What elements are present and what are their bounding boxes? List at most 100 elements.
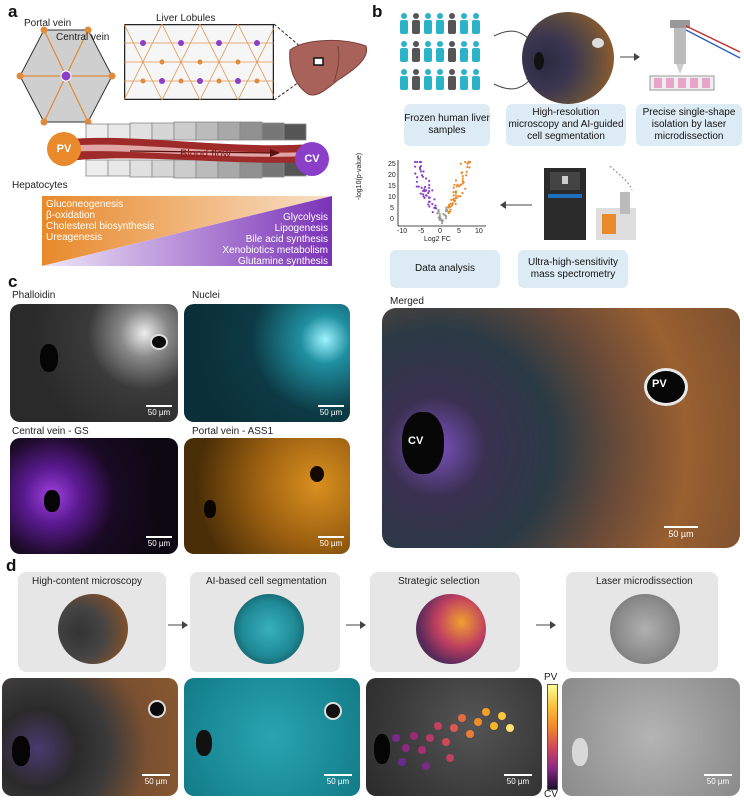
volcano-point xyxy=(459,183,462,186)
volcano-point xyxy=(423,188,426,191)
nuclei-image xyxy=(184,304,350,422)
volcano-point xyxy=(444,217,447,220)
phalloidin-title: Phalloidin xyxy=(12,290,56,301)
volcano-ytick: 0 xyxy=(390,216,394,223)
volcano-point xyxy=(419,160,422,164)
volcano-point xyxy=(418,166,421,169)
volcano-point xyxy=(424,185,427,189)
volcano-point xyxy=(454,179,458,182)
volcano-point xyxy=(424,177,428,180)
scalebar: 50 µm xyxy=(664,526,698,539)
volcano-point xyxy=(454,199,457,202)
phalloidin-image xyxy=(10,304,178,422)
volcano-xlabel: Log2 FC xyxy=(424,236,451,243)
people-icon xyxy=(400,13,480,90)
ass1-title: Portal vein - ASS1 xyxy=(192,426,274,437)
volcano-point xyxy=(420,186,423,189)
cv-lumen xyxy=(402,412,444,474)
volcano-point xyxy=(436,212,439,215)
arrow-b1 xyxy=(620,53,640,61)
central-vein-label: Central vein xyxy=(56,32,110,43)
volcano-point xyxy=(445,206,448,209)
volcano-point xyxy=(454,202,457,205)
volcano-point xyxy=(460,171,463,174)
volcano-point xyxy=(452,191,455,194)
liver-lobules-grid xyxy=(124,24,274,100)
volcano-point xyxy=(433,198,436,201)
panel-label-c: c xyxy=(8,272,18,291)
tissue-section-circle xyxy=(522,12,614,104)
step-box-frozen: Frozen human liver samples xyxy=(404,104,490,146)
liver-lobules-title: Liver Lobules xyxy=(156,13,216,24)
scalebar: 50 µm xyxy=(704,774,732,786)
volcano-point xyxy=(413,160,417,164)
volcano-point xyxy=(427,203,430,206)
volcano-point xyxy=(427,200,431,204)
scalebar-label: 50 µm xyxy=(668,529,694,539)
ass1-image xyxy=(184,438,350,554)
cv-process: Glutamine synthesis xyxy=(237,256,328,267)
volcano-point xyxy=(453,183,456,187)
volcano-point xyxy=(461,177,464,180)
volcano-point xyxy=(433,206,436,209)
scalebar-label: 50 µm xyxy=(319,408,343,417)
volcano-point xyxy=(414,172,417,175)
volcano-point xyxy=(464,160,467,164)
pv-cv-colorbar xyxy=(547,684,558,790)
liver-organ-icon xyxy=(289,39,368,96)
hepatocytes-label: Hepatocytes xyxy=(12,180,68,191)
merged-pv-label: PV xyxy=(652,378,667,390)
volcano-xtick: -5 xyxy=(418,228,425,235)
volcano-xtick: -10 xyxy=(397,228,408,235)
volcano-point xyxy=(454,196,457,200)
volcano-xtick: 10 xyxy=(475,228,483,235)
cv-node-label: CV xyxy=(304,153,320,165)
nuclei-title: Nuclei xyxy=(192,290,220,301)
laser-microdissection-icon xyxy=(649,20,741,91)
scalebar-label: 50 µm xyxy=(144,777,168,786)
volcano-point xyxy=(438,213,441,216)
volcano-point xyxy=(428,205,431,208)
volcano-xtick: 0 xyxy=(438,228,442,235)
volcano-point xyxy=(437,208,440,212)
volcano-point xyxy=(414,165,417,168)
d-image-laser xyxy=(562,678,740,796)
portal-vein-label: Portal vein xyxy=(24,18,72,29)
volcano-point xyxy=(461,175,464,178)
gs-title: Central vein - GS xyxy=(12,426,89,437)
volcano-point xyxy=(461,191,464,195)
volcano-ytick: 10 xyxy=(388,194,396,201)
merged-title: Merged xyxy=(390,296,424,307)
volcano-point xyxy=(422,189,425,192)
merged-image xyxy=(382,308,740,548)
volcano-point xyxy=(455,185,459,188)
step-title-selection: Strategic selection xyxy=(398,576,480,587)
volcano-ylabel: -log10(p-value) xyxy=(356,152,363,200)
scalebar-label: 50 µm xyxy=(506,777,530,786)
scalebar: 50 µm xyxy=(324,774,352,786)
volcano-point xyxy=(454,191,458,195)
pv-node: PV xyxy=(47,132,81,166)
pv-process: β-oxidation xyxy=(46,210,96,221)
volcano-point xyxy=(423,196,426,199)
volcano-point xyxy=(428,186,431,189)
volcano-point xyxy=(454,194,457,197)
scalebar: 50 µm xyxy=(318,405,344,417)
mass-spectrometer-icon xyxy=(544,165,636,240)
volcano-point xyxy=(459,162,462,165)
volcano-point xyxy=(450,198,453,202)
volcano-point xyxy=(431,202,434,206)
volcano-point xyxy=(466,165,469,169)
gs-image xyxy=(10,438,178,554)
volcano-point xyxy=(415,180,419,183)
volcano-point xyxy=(451,202,454,205)
panel-label-b: b xyxy=(372,2,383,21)
volcano-ytick: 5 xyxy=(390,205,394,212)
volcano-ytick: 20 xyxy=(388,172,396,179)
volcano-point xyxy=(465,174,468,177)
volcano-point xyxy=(440,219,443,222)
scalebar-label: 50 µm xyxy=(147,408,171,417)
volcano-point xyxy=(427,191,430,195)
lobule-hexagon-diagram xyxy=(16,26,116,126)
d-image-microscopy xyxy=(2,678,178,796)
